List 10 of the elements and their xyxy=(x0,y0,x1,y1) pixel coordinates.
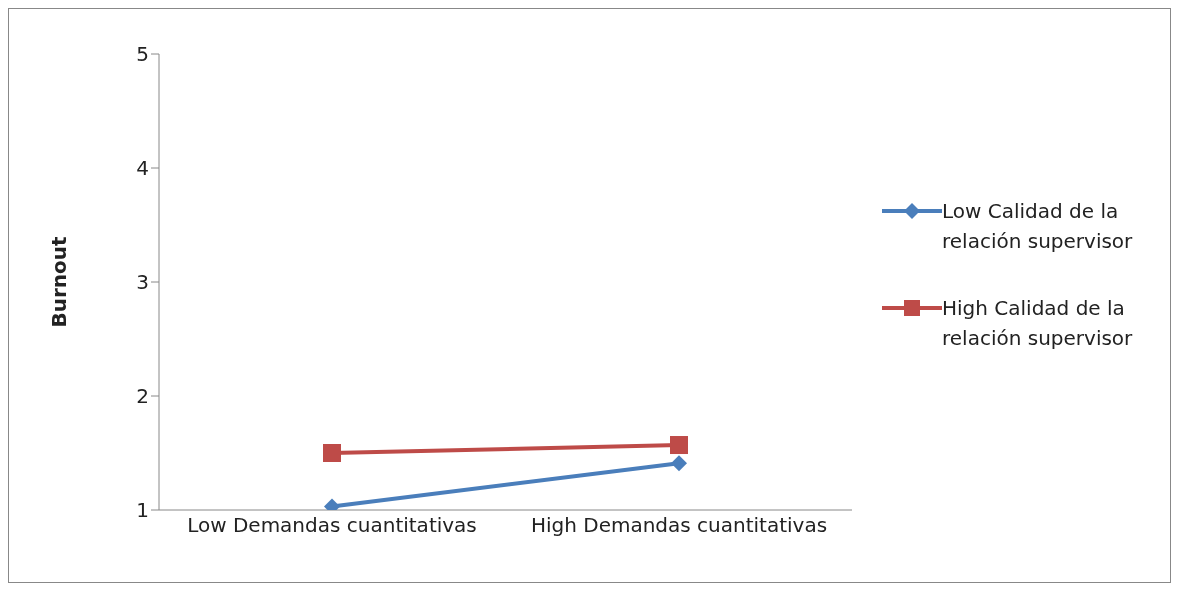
y-tick-label: 1 xyxy=(136,498,149,523)
y-tick-label: 5 xyxy=(136,42,149,67)
x-tick-label: Low Demandas cuantitativas xyxy=(187,513,477,538)
y-axis-title: Burnout xyxy=(47,236,72,328)
legend-label: Low Calidad de la relación supervisor xyxy=(942,197,1134,255)
y-tick-label: 4 xyxy=(136,156,149,181)
y-tick-label: 3 xyxy=(136,270,149,295)
legend-label: High Calidad de la relación supervisor xyxy=(942,294,1134,352)
x-tick-label: High Demandas cuantitativas xyxy=(530,513,828,538)
y-tick-label: 2 xyxy=(136,384,149,409)
